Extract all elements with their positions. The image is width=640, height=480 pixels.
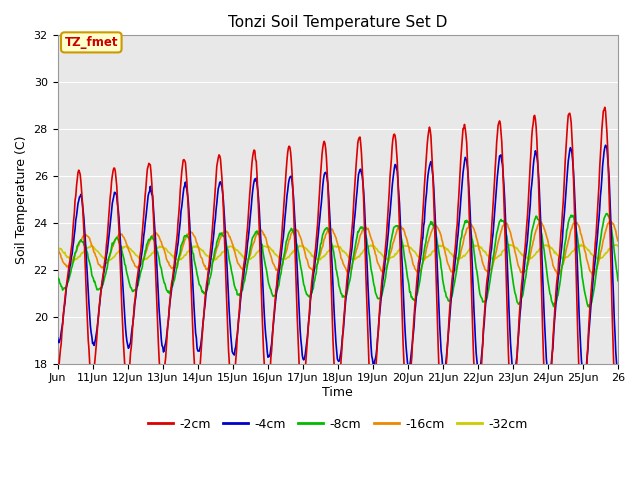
Title: Tonzi Soil Temperature Set D: Tonzi Soil Temperature Set D (228, 15, 447, 30)
Text: TZ_fmet: TZ_fmet (65, 36, 118, 49)
X-axis label: Time: Time (323, 386, 353, 399)
Legend: -2cm, -4cm, -8cm, -16cm, -32cm: -2cm, -4cm, -8cm, -16cm, -32cm (143, 413, 532, 436)
Y-axis label: Soil Temperature (C): Soil Temperature (C) (15, 135, 28, 264)
